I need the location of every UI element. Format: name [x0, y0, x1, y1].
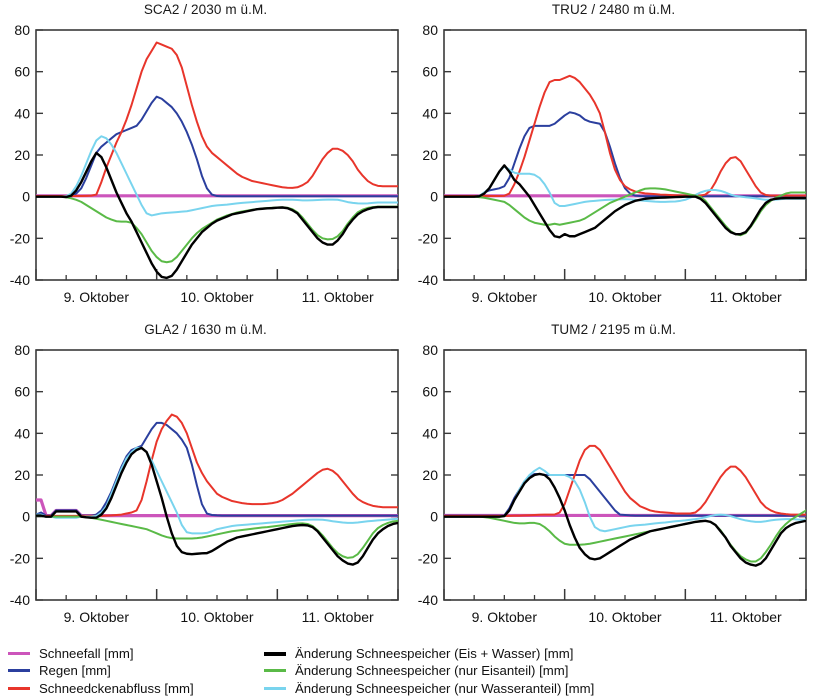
y-tick-label: 0: [22, 509, 30, 525]
legend-item: Änderung Schneespeicher (Eis + Wasser) […: [264, 645, 594, 662]
x-axis-label: 10. Oktober: [180, 289, 253, 305]
legend-swatch-abfluss: [8, 686, 30, 690]
legend-swatch-speicher_wasser: [264, 686, 286, 690]
y-tick-label: 80: [422, 342, 438, 358]
y-tick-label: 40: [422, 425, 438, 441]
series-line-abfluss: [36, 413, 398, 517]
series-line-speicher_total: [444, 164, 806, 239]
chart-panel-sca2: SCA2 / 2030 m ü.M. -40 -20 0 20 40 60 80 9. Okt…: [0, 0, 411, 320]
chart-title-gla2: GLA2 / 1630 m ü.M.: [144, 322, 267, 337]
plot-area-tum2: -40 -20 0 20 40 60 80 9. Oktober 10. Oktober 11. …: [418, 342, 807, 625]
legend-item: Änderung Schneespeicher (nur Eisanteil) …: [264, 662, 594, 679]
series-line-speicher_eis: [444, 509, 806, 563]
legend-label: Schneedckenabfluss [mm]: [39, 680, 194, 696]
y-tick-label: -20: [418, 230, 438, 246]
y-tick-label: 80: [422, 22, 438, 38]
series-line-speicher_total: [36, 151, 398, 280]
x-axis-label: 9. Oktober: [472, 609, 538, 625]
series-line-abfluss: [444, 74, 806, 198]
x-axis-label: 11. Oktober: [710, 289, 782, 305]
plot-area-sca2: -40 -20 0 20 40 60 80 9. Oktober 10. Oktober 11. …: [10, 22, 399, 305]
x-axis-label: 11. Oktober: [710, 609, 782, 625]
figure-legend: Schneefall [mm] Regen [mm] Schneedckenabfl…: [0, 645, 823, 700]
series-line-abfluss: [444, 444, 806, 517]
series-group: [36, 413, 398, 566]
legend-item: Regen [mm]: [8, 662, 194, 679]
y-tick-label: -20: [418, 550, 438, 566]
x-axis-label: 11. Oktober: [302, 609, 374, 625]
legend-item: Schneedckenabfluss [mm]: [8, 680, 194, 697]
y-tick-label: 40: [14, 425, 30, 441]
legend-label: Änderung Schneespeicher (nur Eisanteil) …: [295, 663, 569, 679]
chart-panel-tum2: TUM2 / 2195 m ü.M. -40 -20 0 20 40 60 80 9. Okt…: [408, 320, 819, 640]
y-tick-label: -40: [418, 272, 438, 288]
chart-title-sca2: SCA2 / 2030 m ü.M.: [143, 2, 268, 17]
series-line-schneefall: [36, 498, 398, 518]
y-tick-label: 40: [14, 105, 30, 121]
x-axis-label: 9. Oktober: [472, 289, 538, 305]
legend-column-right: Änderung Schneespeicher (Eis + Wasser) […: [264, 645, 594, 697]
legend-item: Änderung Schneespeicher (nur Wasserantei…: [264, 680, 594, 697]
y-tick-label: -40: [10, 592, 30, 608]
y-tick-label: -40: [10, 272, 30, 288]
y-tick-label: 60: [422, 64, 438, 80]
y-tick-label: 40: [422, 105, 438, 121]
y-tick-label: 60: [14, 64, 30, 80]
legend-item: Schneefall [mm]: [8, 645, 194, 662]
axes-frame: [35, 349, 399, 601]
chart-panel-gla2: GLA2 / 1630 m ü.M. -40 -20 0 20 40 60 80 9. Okt…: [0, 320, 411, 640]
y-tick-label: 20: [14, 147, 30, 163]
series-line-speicher_wasser: [36, 135, 398, 217]
series-group: [444, 444, 806, 567]
y-tick-label: 60: [14, 384, 30, 400]
chart-title-tum2: TUM2 / 2195 m ü.M.: [551, 322, 676, 337]
y-tick-label: 0: [22, 189, 30, 205]
y-tick-label: 0: [430, 189, 438, 205]
y-tick-label: -40: [418, 592, 438, 608]
series-line-speicher_wasser: [444, 466, 806, 533]
axes-frame: [443, 349, 807, 601]
axes-frame: [443, 29, 807, 281]
series-group: [36, 41, 398, 280]
legend-label: Änderung Schneespeicher (Eis + Wasser) […: [295, 646, 574, 662]
y-tick-label: 20: [422, 147, 438, 163]
x-axis-label: 10. Oktober: [588, 289, 661, 305]
chart-panel-tru2: TRU2 / 2480 m ü.M. -40 -20 0 20 40 60 80 9. Okt…: [408, 0, 819, 320]
series-line-regen: [36, 421, 398, 517]
series-group: [444, 74, 806, 239]
chart-title-tru2: TRU2 / 2480 m ü.M.: [551, 2, 676, 17]
series-line-speicher_wasser: [36, 446, 398, 535]
legend-label: Schneefall [mm]: [39, 646, 134, 662]
legend-label: Änderung Schneespeicher (nur Wasserantei…: [295, 680, 595, 696]
series-line-regen: [444, 472, 806, 517]
x-axis-label: 10. Oktober: [588, 609, 661, 625]
series-line-speicher_eis: [36, 195, 398, 264]
y-tick-label: 80: [14, 22, 30, 38]
y-tick-label: -20: [10, 550, 30, 566]
y-tick-label: 20: [422, 467, 438, 483]
x-axis-label: 10. Oktober: [180, 609, 253, 625]
legend-swatch-speicher_eis: [264, 669, 286, 673]
plot-area-gla2: -40 -20 0 20 40 60 80 9. Oktober 10. Oktober 11. …: [10, 342, 399, 625]
y-tick-label: -20: [10, 230, 30, 246]
y-tick-label: 20: [14, 467, 30, 483]
legend-swatch-schneefall: [8, 652, 30, 656]
legend-swatch-regen: [8, 669, 30, 673]
series-line-abfluss: [36, 41, 398, 198]
plot-area-tru2: -40 -20 0 20 40 60 80 9. Oktober 10. Oktober 11. …: [418, 22, 807, 305]
legend-column-left: Schneefall [mm] Regen [mm] Schneedckenabfl…: [8, 645, 194, 697]
x-axis-label: 9. Oktober: [64, 609, 130, 625]
series-line-regen: [36, 95, 398, 198]
y-tick-label: 80: [14, 342, 30, 358]
y-tick-label: 0: [430, 509, 438, 525]
y-tick-label: 60: [422, 384, 438, 400]
series-line-regen: [444, 111, 806, 198]
x-axis-label: 11. Oktober: [302, 289, 374, 305]
series-line-speicher_total: [444, 472, 806, 567]
x-axis-label: 9. Oktober: [64, 289, 130, 305]
legend-swatch-speicher_total: [264, 651, 286, 656]
legend-label: Regen [mm]: [39, 663, 111, 679]
series-line-speicher_total: [36, 446, 398, 566]
